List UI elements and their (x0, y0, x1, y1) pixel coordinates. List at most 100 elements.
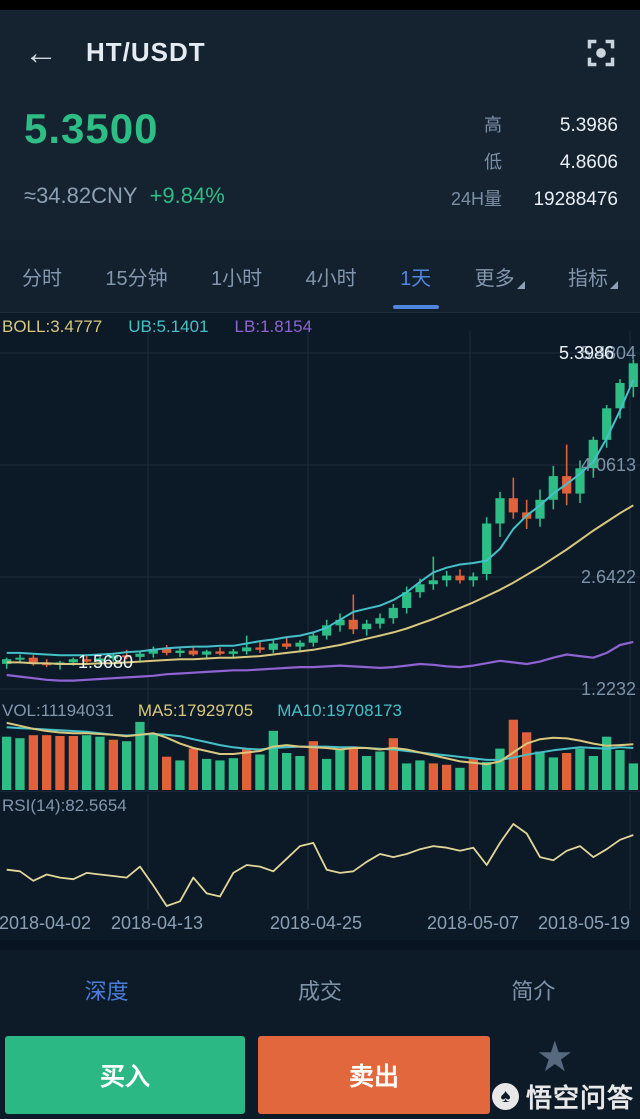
dropdown-caret-icon (516, 280, 525, 289)
volume-bar (628, 763, 638, 790)
fiat-approx: ≈34.82CNY (24, 183, 138, 208)
volume-bar (15, 738, 25, 790)
volume-bar (588, 756, 598, 790)
period-tab-15分钟[interactable]: 15分钟 (105, 267, 168, 290)
high-price-annotation: 5.3986 (559, 343, 614, 363)
candle-body (588, 439, 598, 469)
volume-bar (242, 748, 252, 790)
volume-bar (495, 748, 505, 790)
volume-bar (388, 738, 398, 790)
candle-body (362, 623, 372, 630)
volume-bar (508, 719, 518, 790)
volume-bar (335, 748, 345, 790)
detail-tab-成交[interactable]: 成交 (297, 979, 342, 1004)
candle-body (135, 653, 145, 657)
volume-bar (468, 758, 478, 790)
watermark-text: 悟空问答 (525, 1083, 634, 1113)
candle-body (228, 651, 238, 654)
period-tab-更多[interactable]: 更多 (473, 254, 527, 299)
candle-body (575, 468, 585, 494)
last-price: 5.3500 (24, 105, 159, 152)
date-tick-label: 2018-04-02 (0, 913, 92, 933)
vol-ma10-value: MA10:19708173 (277, 701, 402, 720)
volume-bar (122, 741, 132, 790)
candle-body (162, 649, 172, 653)
volume-bar (135, 721, 145, 790)
volume-bar (202, 758, 212, 790)
price-section: 5.3500 ≈34.82CNY +9.84% 高 5.3986 低 4.8606… (0, 95, 640, 240)
candle-body (202, 651, 212, 655)
candle-body (15, 657, 25, 660)
date-axis: 2018-04-02 2018-04-13 2018-04-25 2018-05-07… (0, 910, 640, 940)
volume-bar (455, 767, 465, 790)
vol-value: VOL:11194031 (2, 701, 114, 720)
candlestick-chart-panel[interactable]: BOLL:3.4777 UB:5.1401 LB:1.8154 5.4804 4.… (0, 312, 640, 701)
rsi-value: RSI(14):82.5654 (2, 796, 127, 815)
stat-volume-24h: 24H量 19288476 (451, 185, 618, 211)
volume-bar (268, 730, 278, 790)
back-arrow-icon[interactable]: ← (24, 33, 58, 72)
candle-body (68, 659, 78, 663)
period-tab-1小时[interactable]: 1小时 (211, 267, 263, 290)
fullscreen-icon[interactable] (586, 38, 616, 68)
date-tick-label: 2018-05-19 (537, 913, 631, 933)
sell-button[interactable]: 卖出 (258, 1036, 490, 1114)
candle-body (468, 576, 478, 581)
date-tick-label: 2018-04-25 (269, 913, 363, 933)
volume-bar (482, 761, 492, 790)
candle-body (535, 499, 545, 519)
candlestick-chart[interactable]: 5.4804 4.0613 2.6422 1.2232 5.3986 1.5680 (0, 331, 640, 701)
volume-bar (42, 735, 52, 790)
period-tab-指标[interactable]: 指标 (566, 254, 620, 299)
change-percent: +9.84% (149, 183, 225, 208)
volume-bar (282, 753, 292, 790)
detail-tab-简介[interactable]: 简介 (511, 979, 556, 1004)
buy-button[interactable]: 买入 (5, 1036, 245, 1114)
volume-bar (415, 760, 425, 790)
volume-bar (55, 736, 65, 790)
volume-bar (428, 763, 438, 790)
volume-ma5-line (6, 721, 634, 766)
volume-chart-panel[interactable]: VOL:11194031 MA5:17929705 MA10:19708173 (0, 701, 640, 791)
candle-body (82, 659, 92, 662)
volume-bar (362, 756, 372, 790)
volume-bar (95, 736, 105, 790)
volume-bar (615, 750, 625, 790)
period-tabs: 分时 15分钟 1小时 4小时 1天 更多 指标 (0, 240, 640, 312)
volume-bar (82, 735, 92, 790)
boll-lower-line (6, 640, 634, 682)
rsi-line-chart[interactable] (0, 794, 640, 910)
period-tab-1天[interactable]: 1天 (398, 254, 433, 299)
volume-bar (162, 756, 172, 790)
volume-bar (308, 741, 318, 790)
candle-body (282, 643, 292, 647)
stat-low-value: 4.8606 (559, 152, 618, 173)
candle-body (348, 619, 358, 630)
volume-bar (575, 748, 585, 790)
candle-body (188, 650, 198, 655)
price-axis-label: 5.4804 (581, 343, 636, 363)
candle-body (108, 655, 118, 659)
period-tab-4小时[interactable]: 4小时 (305, 267, 357, 290)
volume-bar (108, 739, 118, 790)
favorite-star-icon[interactable]: ★ (536, 1033, 574, 1080)
detail-tab-深度[interactable]: 深度 (84, 979, 129, 1004)
volume-bars-chart[interactable] (0, 701, 640, 791)
candle-body (122, 655, 132, 658)
volume-bar (602, 736, 612, 790)
wukong-logo-icon: ♠ (491, 1083, 519, 1110)
price-subline: ≈34.82CNY +9.84% (24, 183, 225, 209)
volume-bar (375, 751, 385, 790)
candle-body (628, 363, 638, 387)
candle-body (508, 498, 518, 513)
rsi-line (6, 823, 634, 907)
rsi-chart-panel[interactable]: RSI(14):82.5654 (0, 791, 640, 910)
volume-bar (535, 751, 545, 790)
stat-high-value: 5.3986 (559, 115, 618, 136)
volume-values-row: VOL:11194031 MA5:17929705 MA10:19708173 (2, 701, 402, 721)
pair-title: HT/USDT (86, 37, 206, 67)
volume-bar (148, 733, 158, 790)
period-tab-分时[interactable]: 分时 (22, 267, 62, 290)
vol-ma5-value: MA5:17929705 (137, 701, 254, 720)
